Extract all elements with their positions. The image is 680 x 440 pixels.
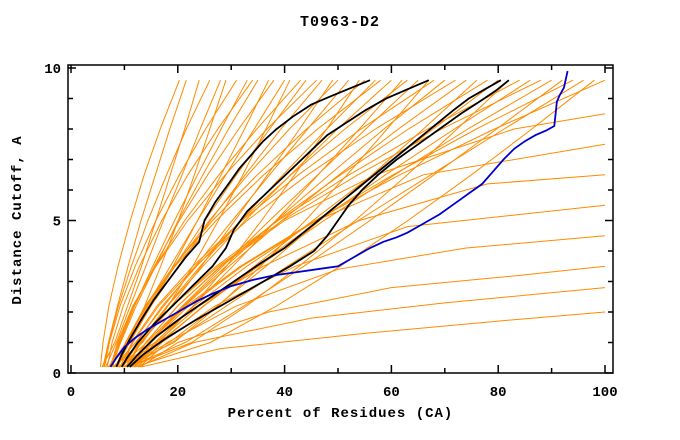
black-model-curve-4 <box>129 79 510 368</box>
orange-model-curve-7 <box>104 79 237 367</box>
orange-model-curve-17 <box>110 79 317 368</box>
orange-model-curve-4 <box>103 79 211 367</box>
orange-model-curve-38 <box>129 79 510 368</box>
y-tick-label: 0 <box>53 367 61 383</box>
x-tick-label: 40 <box>276 385 293 401</box>
orange-model-curve-37 <box>124 79 499 368</box>
orange-model-curve-25 <box>116 79 382 368</box>
plot-title: T0963-D2 <box>299 14 380 31</box>
orange-model-curve-54 <box>138 287 606 368</box>
orange-model-curve-5 <box>105 80 221 368</box>
orange-model-curve-44 <box>133 79 574 368</box>
orange-model-curve-39 <box>125 79 520 368</box>
orange-model-curve-10 <box>110 79 259 368</box>
x-tick-label: 100 <box>592 385 617 401</box>
black-model-curve-2 <box>120 79 430 368</box>
x-tick-label: 80 <box>490 385 507 401</box>
x-axis-label: Percent of Residues (CA) <box>227 406 454 422</box>
orange-model-curve-52 <box>139 235 606 368</box>
plot-border <box>67 64 614 374</box>
y-tick-label: 5 <box>53 215 61 231</box>
orange-model-curve-28 <box>122 79 408 368</box>
y-tick-label: 10 <box>44 62 61 78</box>
orange-model-curve-55 <box>141 311 606 368</box>
black-model-curve-1 <box>115 79 371 368</box>
orange-model-curve-3 <box>101 80 200 368</box>
orange-model-curve-20 <box>117 79 339 368</box>
orange-model-curve-50 <box>135 174 606 368</box>
orange-model-curve-22 <box>118 79 360 368</box>
orange-model-curve-45 <box>129 79 584 368</box>
black-model-curve-3 <box>126 79 502 368</box>
orange-model-curve-21 <box>113 79 350 368</box>
blue-model-curve-1 <box>109 70 569 368</box>
orange-model-curve-1 <box>99 80 180 367</box>
orange-model-curve-15 <box>111 79 301 368</box>
x-tick-label: 20 <box>169 385 186 401</box>
orange-model-curve-2 <box>102 80 187 368</box>
x-tick-label: 0 <box>67 385 75 401</box>
orange-model-curve-53 <box>140 265 606 368</box>
orange-model-curve-9 <box>106 79 254 367</box>
orange-model-curve-48 <box>131 113 606 368</box>
orange-model-curve-29 <box>118 79 419 368</box>
orange-model-curve-12 <box>112 79 275 368</box>
orange-model-curve-18 <box>115 79 323 368</box>
x-tick-label: 60 <box>383 385 400 401</box>
